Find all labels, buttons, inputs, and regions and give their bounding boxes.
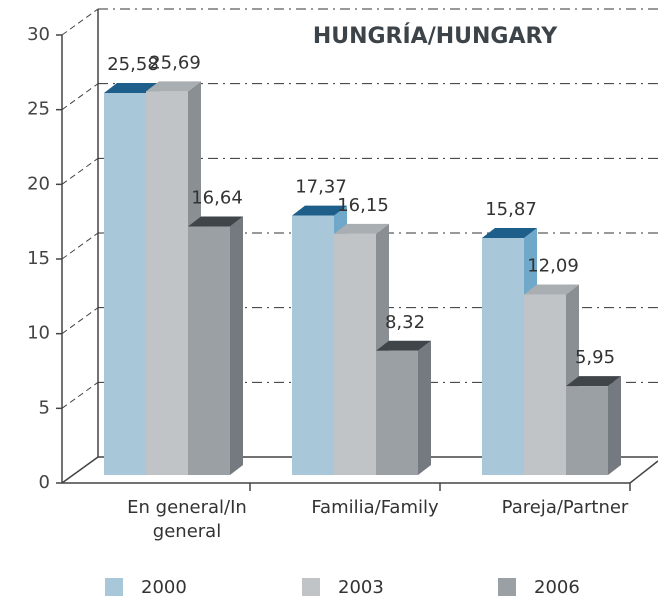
bar-top (566, 376, 621, 387)
x-tick-label: Pareja/Partner (501, 497, 629, 518)
y-tick-label: 0 (39, 472, 50, 493)
bar-side (608, 376, 621, 475)
wall-diagonal (61, 157, 99, 185)
y-tick-label: 25 (27, 99, 50, 120)
chart-title: HUNGRÍA/HUNGARY (313, 23, 558, 49)
bar-top (334, 223, 389, 234)
bar (146, 91, 188, 475)
bar-side (418, 340, 431, 475)
y-tick-label: 20 (27, 173, 50, 194)
legend-label: 2000 (141, 577, 187, 598)
wall-diagonal (61, 381, 99, 409)
bar (104, 93, 146, 475)
value-label: 17,37 (295, 177, 347, 198)
bar (482, 238, 524, 475)
wall-diagonal (61, 83, 99, 111)
value-label: 8,32 (385, 312, 425, 333)
floor-right (629, 460, 658, 484)
value-label: 16,64 (191, 188, 243, 209)
y-tick-label: 5 (39, 397, 50, 418)
legend-swatch (105, 578, 123, 596)
wall-diagonal (61, 456, 99, 484)
legend-label: 2006 (534, 577, 580, 598)
bar-top (524, 284, 579, 295)
value-label: 25,58 (107, 54, 159, 75)
y-tick-label: 15 (27, 248, 50, 269)
legend-swatch (302, 578, 320, 596)
legend-label: 2003 (338, 577, 384, 598)
x-tick-label: Familia/Family (311, 497, 439, 518)
value-label: 16,15 (337, 195, 389, 216)
bar (188, 226, 230, 475)
bar (334, 233, 376, 475)
bar-top (376, 340, 431, 351)
value-label: 15,87 (485, 199, 537, 220)
wall-diagonal (61, 8, 99, 36)
legend-swatch (498, 578, 516, 596)
bar-top (104, 83, 159, 94)
x-tick-label: En general/In general (127, 497, 247, 542)
value-label: 5,95 (575, 347, 615, 368)
bar-side (230, 216, 243, 475)
wall-diagonal (61, 307, 99, 335)
value-label: 12,09 (527, 255, 579, 276)
value-label: 25,69 (149, 52, 201, 73)
bar-top (188, 216, 243, 227)
wall-diagonal (61, 232, 99, 260)
bar-top (482, 228, 537, 239)
bar (524, 294, 566, 475)
y-tick-label: 30 (27, 24, 50, 45)
bar-top (146, 81, 201, 92)
bar (292, 215, 334, 475)
bar-top (292, 205, 347, 216)
bar (376, 350, 418, 475)
bar (566, 386, 608, 475)
y-tick-label: 10 (27, 323, 50, 344)
